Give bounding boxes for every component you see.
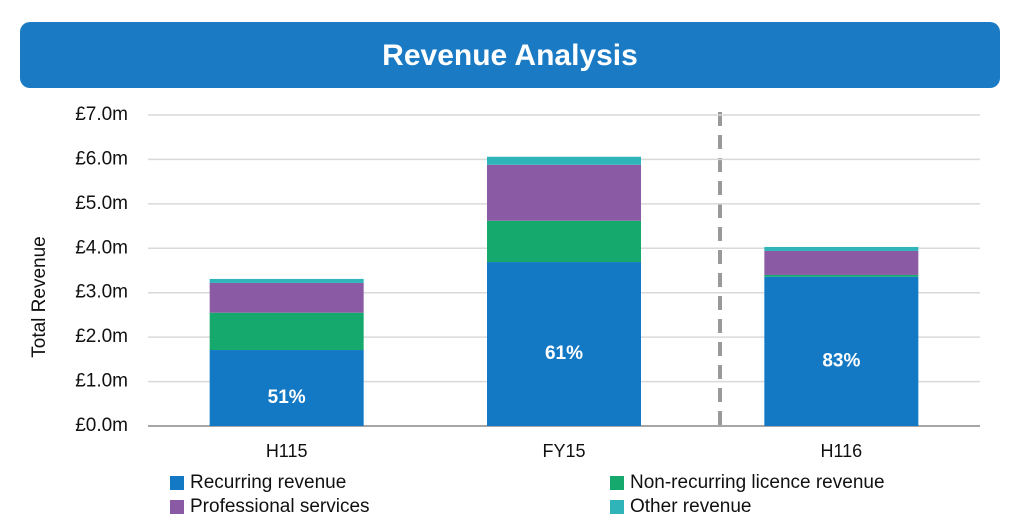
legend-label: Professional services [190, 496, 370, 517]
legend-label: Recurring revenue [190, 472, 346, 493]
bar-segment [209, 278, 364, 283]
y-tick-label: £0.0m [75, 415, 128, 436]
chart-title: Revenue Analysis [382, 39, 638, 72]
legend-swatch [170, 500, 184, 514]
legend-label: Other revenue [630, 496, 751, 517]
x-tick-label: FY15 [542, 441, 585, 461]
legend-swatch [170, 476, 184, 490]
x-tick-label: H115 [266, 441, 308, 461]
bar-segment [764, 274, 919, 277]
bar-segment [209, 350, 364, 426]
bar-segment [209, 312, 364, 351]
y-tick-label: £1.0m [75, 371, 128, 392]
y-tick-label: £5.0m [75, 193, 128, 214]
y-tick-label: £4.0m [75, 237, 128, 258]
bar-segment [764, 276, 919, 426]
y-tick-label: £3.0m [75, 282, 128, 303]
bar-segment [209, 282, 364, 313]
legend-swatch [610, 476, 624, 490]
bar-segment [487, 220, 641, 263]
share-label: 51% [268, 387, 306, 408]
y-axis-label: Total Revenue [29, 236, 50, 357]
bar-segment [487, 156, 641, 165]
y-tick-label: £6.0m [75, 148, 128, 169]
title-banner [20, 22, 1000, 88]
share-label: 83% [822, 350, 860, 371]
y-tick-label: £7.0m [75, 104, 128, 125]
x-tick-label: H116 [820, 441, 862, 461]
y-tick-label: £2.0m [75, 326, 128, 347]
bar-segment [487, 262, 641, 426]
share-label: 61% [545, 343, 583, 364]
legend-label: Non-recurring licence revenue [630, 472, 885, 493]
bar-segment [764, 250, 919, 275]
legend-swatch [610, 500, 624, 514]
bar-segment [487, 164, 641, 221]
bar-segment [764, 246, 919, 251]
